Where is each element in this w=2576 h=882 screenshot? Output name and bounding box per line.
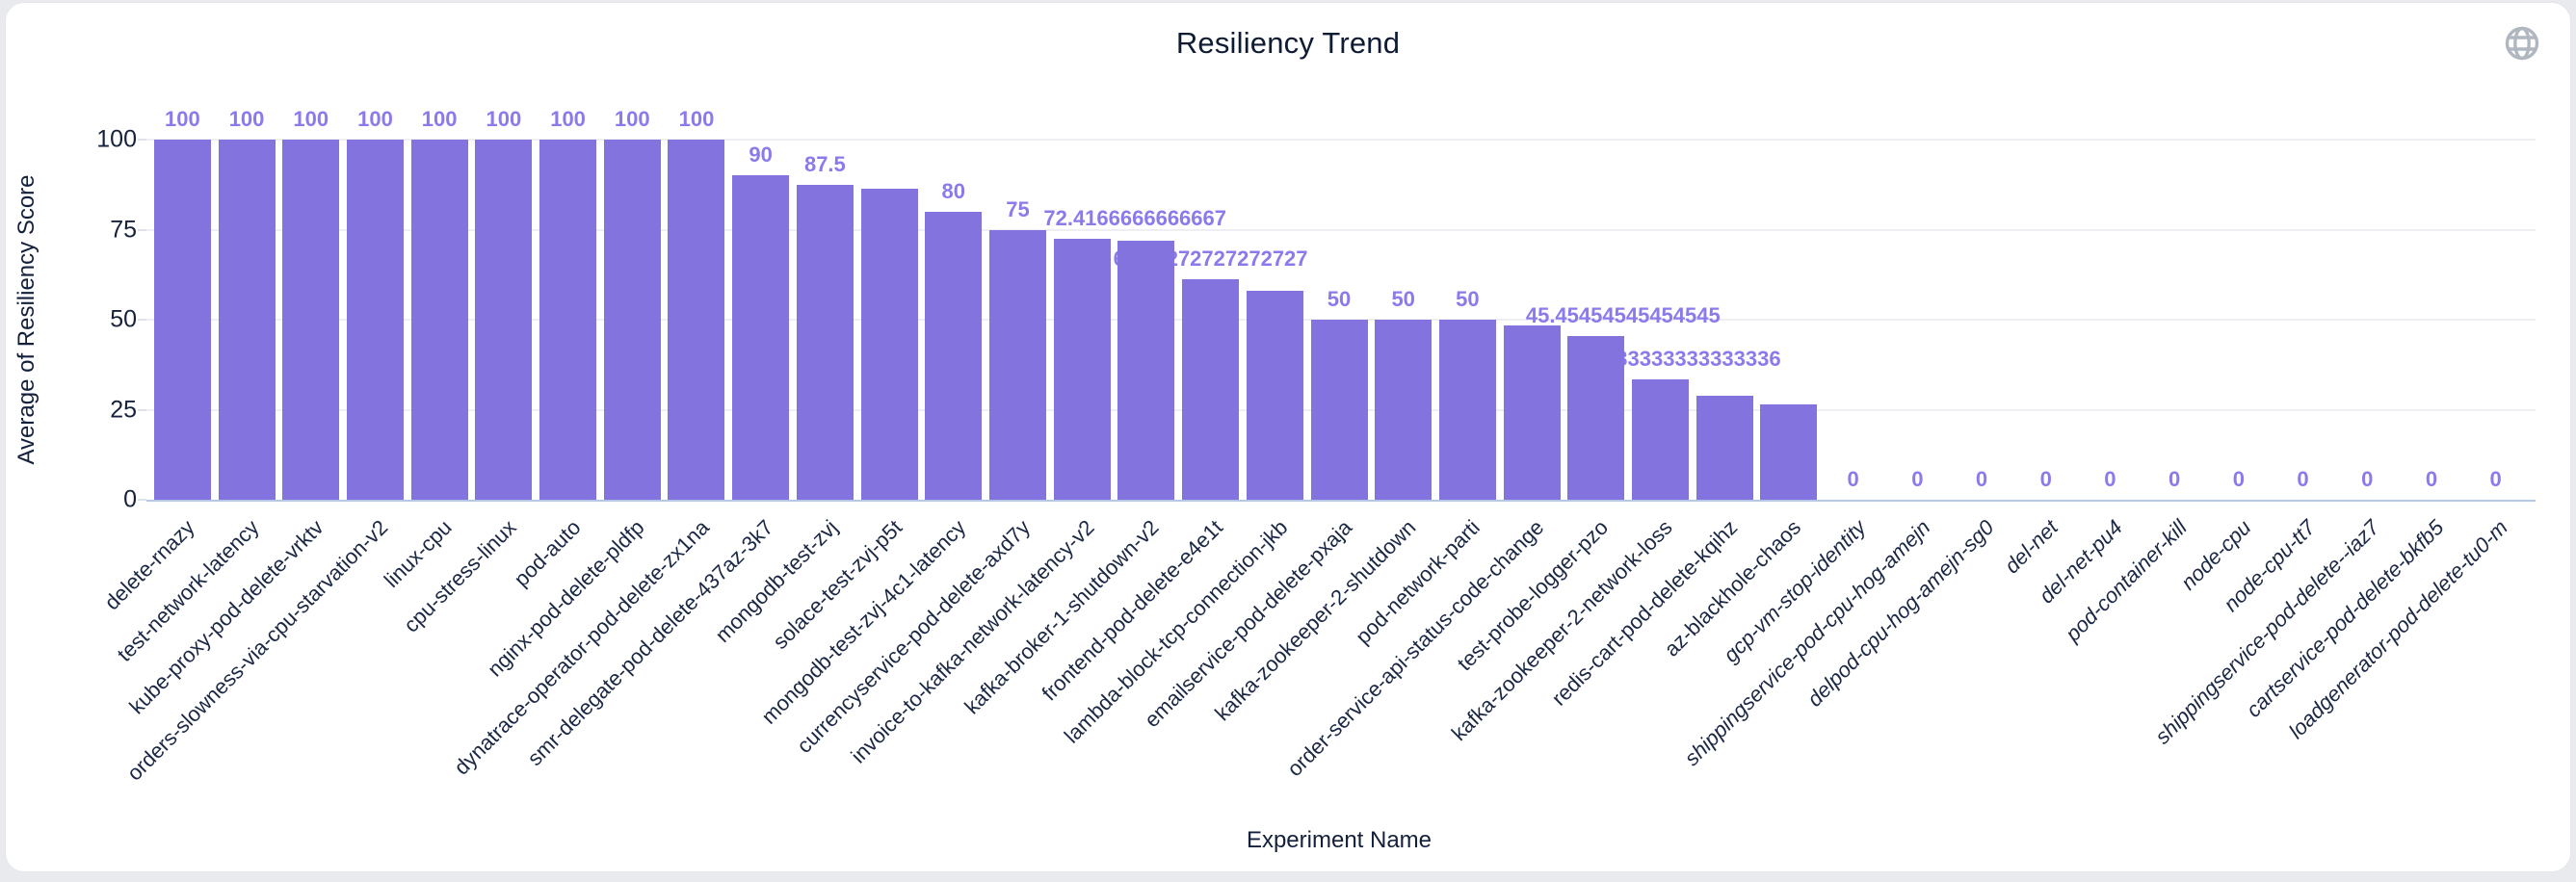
bar-value-label: 72.4166666666667	[1043, 206, 1227, 231]
chart-card: Resiliency Trend Average of Resiliency S…	[5, 2, 2571, 872]
bar-value-label: 0	[2361, 467, 2374, 491]
bar-value-label: 0	[2297, 467, 2309, 491]
y-tick-label: 75	[110, 216, 137, 243]
x-tick-anchor: loadgenerator-pod-delete-tu0-m	[2082, 515, 2512, 743]
y-tick-mark	[138, 228, 146, 231]
bar[interactable]	[475, 140, 533, 500]
bar[interactable]	[539, 140, 597, 500]
bar[interactable]	[282, 140, 340, 500]
bar-value-label: 90	[749, 143, 773, 168]
bar-value-label: 0	[2169, 467, 2181, 491]
y-tick-mark	[138, 499, 146, 501]
bar-value-label: 100	[550, 107, 586, 131]
bar-value-label: 100	[293, 107, 329, 131]
bar-value-label: 50	[1456, 287, 1480, 311]
bar[interactable]	[410, 140, 468, 500]
bar[interactable]	[153, 140, 211, 500]
bar-value-label: 45.45454545454545	[1525, 303, 1721, 327]
y-tick-label: 50	[110, 305, 137, 333]
bar-value-label: 100	[678, 107, 715, 131]
bar-value-label: 0	[2039, 467, 2052, 491]
bar-value-label: 0	[1847, 467, 1859, 491]
bar[interactable]	[1760, 403, 1818, 500]
bar[interactable]	[1375, 320, 1433, 500]
bar-value-label: 0	[2104, 467, 2116, 491]
bar[interactable]	[603, 140, 661, 500]
bar[interactable]	[1182, 278, 1240, 500]
bar[interactable]	[1310, 320, 1368, 500]
bar[interactable]	[1632, 379, 1689, 500]
bar[interactable]	[1117, 240, 1175, 500]
bar[interactable]	[796, 184, 854, 500]
bar-value-label: 0	[1911, 467, 1924, 491]
x-axis-baseline	[146, 500, 2536, 502]
bar-value-label: 50	[1391, 287, 1415, 311]
bar[interactable]	[668, 140, 725, 500]
bar-value-label: 100	[164, 107, 200, 131]
bar-value-label: 80	[941, 178, 966, 203]
bar[interactable]	[988, 229, 1046, 500]
bar[interactable]	[1246, 291, 1303, 500]
x-tick-label: currencyservice-pod-delete-axd7y	[792, 515, 1036, 758]
bar-value-label: 100	[228, 107, 265, 131]
y-tick-label: 0	[123, 485, 137, 513]
plot-area: 0 25 50 75 100 100 delete-rnazy 100 test-network…	[96, 107, 2536, 786]
globe-icon[interactable]	[2505, 26, 2539, 61]
bar[interactable]	[1438, 320, 1496, 500]
y-tick-mark	[138, 319, 146, 321]
bar[interactable]	[732, 175, 790, 500]
bar[interactable]	[218, 140, 276, 500]
bar-value-label: 0	[1975, 467, 1988, 491]
bar-value-label: 100	[486, 107, 522, 131]
bar[interactable]	[1053, 239, 1111, 500]
bar[interactable]	[346, 140, 404, 500]
bar-value-label: 0	[2232, 467, 2245, 491]
x-axis-title: Experiment Name	[1246, 827, 1433, 853]
gridline	[146, 139, 2536, 141]
bar[interactable]	[1503, 324, 1561, 500]
bar[interactable]	[860, 188, 918, 500]
bar-value-label: 100	[357, 107, 393, 131]
y-tick-label: 100	[96, 125, 137, 153]
bar-value-label: 0	[2489, 467, 2502, 491]
bar-value-label: 87.5	[803, 151, 846, 176]
y-axis-title: Average of Resiliency Score	[13, 174, 39, 465]
bar-value-label: 0	[2425, 467, 2438, 491]
chart-title: Resiliency Trend	[1175, 26, 1401, 60]
y-tick-mark	[138, 408, 146, 411]
bar-value-label: 50	[1327, 287, 1352, 311]
bar[interactable]	[925, 211, 983, 500]
bar-value-label: 100	[421, 107, 458, 131]
bar[interactable]	[1695, 395, 1753, 500]
bar-value-label: 100	[614, 107, 650, 131]
y-tick-label: 25	[110, 396, 137, 423]
bar[interactable]	[1567, 336, 1625, 500]
bar-value-label: 75	[1006, 196, 1030, 221]
y-tick-mark	[138, 139, 146, 141]
gridline	[146, 228, 2536, 231]
